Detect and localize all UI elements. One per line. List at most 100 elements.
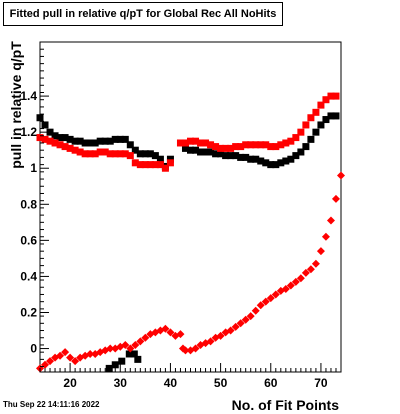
data-point-diamond <box>311 259 320 268</box>
data-point-diamond <box>176 330 185 339</box>
data-point-diamond <box>216 331 225 340</box>
data-point-red <box>322 96 330 104</box>
data-point-red <box>56 141 64 149</box>
data-point-diamond <box>141 333 150 342</box>
data-point-black <box>202 148 210 156</box>
data-point-red <box>151 161 159 169</box>
data-point-black <box>302 143 310 151</box>
data-point-red <box>76 148 84 156</box>
data-point-red <box>51 139 59 147</box>
data-point-red <box>126 152 134 160</box>
data-point-red <box>66 144 74 152</box>
y-tick-label: 0.6 <box>20 233 37 247</box>
x-tick-label: 70 <box>314 376 328 390</box>
data-point-black <box>307 135 315 143</box>
data-point-black <box>262 159 270 167</box>
data-point-red <box>232 143 240 151</box>
data-point-red <box>106 150 114 158</box>
y-tick-label: 1.2 <box>20 125 37 139</box>
data-point-black <box>212 150 220 158</box>
data-point-diamond <box>206 337 215 346</box>
data-point-red <box>302 121 310 129</box>
data-point-black <box>332 112 340 120</box>
data-point-red <box>297 128 305 136</box>
data-point-diamond <box>166 328 175 337</box>
data-point-black <box>146 150 154 158</box>
data-point-diamond <box>61 348 70 357</box>
data-point-red <box>227 144 235 152</box>
data-point-diamond <box>261 297 270 306</box>
data-point-black <box>131 146 139 154</box>
data-point-red <box>277 141 285 149</box>
data-point-diamond <box>126 344 135 353</box>
data-point-diamond <box>306 265 315 274</box>
y-tick-label: 0 <box>30 342 37 356</box>
data-point-diamond <box>231 322 240 331</box>
data-point-diamond <box>281 285 290 294</box>
data-point-red <box>91 150 99 158</box>
data-point-red <box>86 150 94 158</box>
x-axis-label: No. of Fit Points <box>232 397 340 413</box>
data-point-black <box>91 139 99 147</box>
data-point-black <box>312 128 320 136</box>
chart-title-box: Fitted pull in relative q/pT for Global … <box>3 2 283 26</box>
data-point-diamond <box>331 194 340 203</box>
data-point-black <box>292 152 300 160</box>
data-point-red <box>81 150 89 158</box>
data-point-red <box>327 92 335 100</box>
data-point-diamond <box>337 171 345 180</box>
data-point-red <box>166 159 174 167</box>
data-point-red <box>192 137 200 145</box>
data-point-black <box>118 357 126 365</box>
data-point-diamond <box>326 216 335 225</box>
data-point-red <box>146 161 154 169</box>
data-point-black <box>187 146 194 154</box>
x-tick-label: 60 <box>264 376 278 390</box>
data-point-black <box>252 155 260 163</box>
data-point-red <box>312 108 320 116</box>
data-point-black <box>257 157 265 165</box>
y-tick-label: 1 <box>30 161 37 175</box>
data-point-red <box>202 139 210 147</box>
data-point-red <box>252 141 260 149</box>
data-point-black <box>192 146 200 154</box>
data-point-black <box>317 121 325 129</box>
data-point-black <box>151 152 159 160</box>
data-point-diamond <box>296 274 305 283</box>
data-point-diamond <box>226 326 235 335</box>
y-tick-label: 1.4 <box>20 89 37 103</box>
data-point-black <box>130 350 138 358</box>
data-point-diamond <box>301 268 310 277</box>
data-point-black <box>76 137 84 145</box>
data-point-diamond <box>251 306 260 315</box>
data-point-diamond <box>241 315 250 324</box>
data-point-black <box>247 155 255 163</box>
data-point-black <box>136 150 144 158</box>
data-point-black <box>166 155 174 163</box>
data-point-black <box>125 350 133 358</box>
data-point-black <box>156 155 164 163</box>
data-point-red <box>207 141 215 149</box>
plot-frame <box>39 41 342 373</box>
data-point-black <box>242 153 250 161</box>
data-point-diamond <box>271 290 280 299</box>
data-point-black <box>106 137 114 145</box>
data-point-red <box>141 161 149 169</box>
data-point-red <box>36 134 44 142</box>
x-tick-label: 40 <box>164 376 178 390</box>
data-point-black <box>181 144 189 152</box>
data-point-diamond <box>46 357 55 366</box>
data-point-red <box>161 164 169 172</box>
data-point-red <box>257 141 265 149</box>
data-point-diamond <box>316 247 325 256</box>
data-point-black <box>217 150 225 158</box>
x-tick-label: 20 <box>63 376 77 390</box>
data-point-red <box>197 139 205 147</box>
data-point-black <box>282 157 290 165</box>
y-tick-label: 0.2 <box>20 305 37 319</box>
data-point-black <box>297 148 305 156</box>
data-point-black <box>81 139 89 147</box>
data-point-red <box>332 92 340 100</box>
data-point-black <box>51 132 59 140</box>
data-point-red <box>282 139 290 147</box>
